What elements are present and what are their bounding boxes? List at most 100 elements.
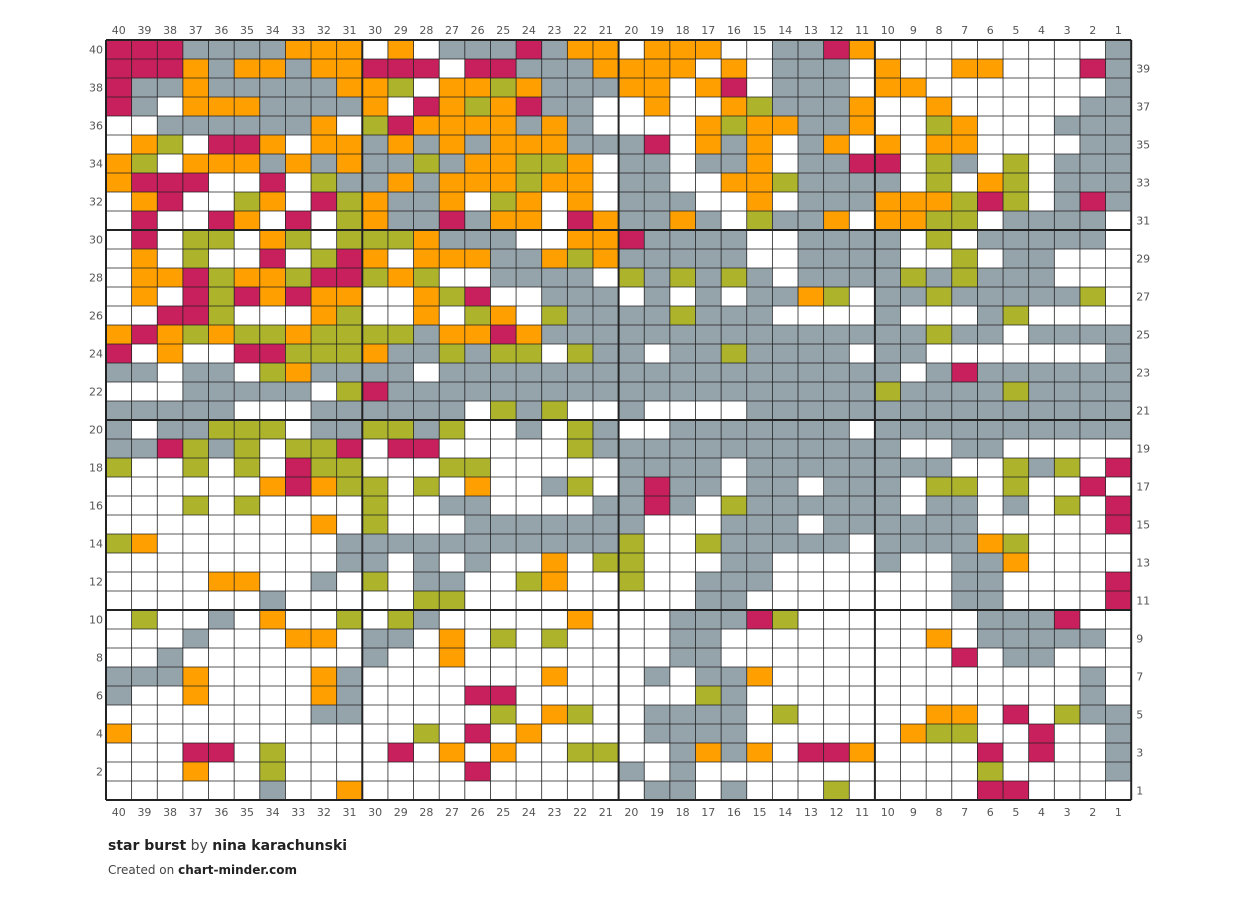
chart-cell: [439, 724, 465, 743]
chart-cell: [1105, 705, 1132, 724]
chart-cell: [413, 534, 440, 553]
chart-cell: [567, 97, 593, 116]
credit-site-link[interactable]: chart-minder.com: [178, 863, 297, 877]
chart-cell: [900, 401, 927, 420]
chart-cell: [772, 743, 799, 762]
chart-cell: [208, 610, 235, 629]
chart-cell: [823, 173, 850, 192]
chart-cell: [874, 78, 901, 97]
chart-cell: [387, 724, 414, 743]
chart-cell: [541, 591, 568, 610]
chart-cell: [131, 705, 158, 724]
chart-cell: [926, 743, 952, 762]
chart-cell: [926, 420, 952, 439]
chart-cell: [285, 553, 312, 572]
chart-cell: [131, 97, 158, 116]
chart-cell: [644, 382, 670, 401]
chart-cell: [746, 249, 773, 268]
chart-cell: [900, 344, 927, 363]
chart-cell: [823, 439, 850, 458]
chart-cell: [234, 667, 260, 686]
chart-cell: [1105, 553, 1132, 572]
chart-cell: [157, 78, 183, 97]
chart-cell: [387, 192, 414, 211]
chart-cell: [1028, 382, 1055, 401]
chart-cell: [798, 344, 824, 363]
chart-cell: [413, 439, 440, 458]
chart-cell: [259, 610, 286, 629]
chart-cell: [106, 192, 132, 211]
chart-cell: [157, 534, 183, 553]
chart-cell: [516, 686, 542, 705]
chart-cell: [567, 610, 593, 629]
chart-cell: [285, 97, 312, 116]
chart-cell: [1105, 344, 1132, 363]
chart-cell: [1054, 724, 1080, 743]
chart-cell: [1079, 724, 1106, 743]
chart-cell: [362, 59, 388, 78]
chart-cell: [900, 724, 927, 743]
row-number-right: 17: [1136, 481, 1150, 494]
chart-cell: [336, 268, 363, 287]
chart-grid-lines: [105, 39, 1133, 801]
chart-cell: [567, 325, 593, 344]
chart-cell: [951, 344, 978, 363]
chart-cell: [926, 97, 952, 116]
column-number-bottom: 38: [163, 806, 177, 819]
chart-cell: [669, 192, 696, 211]
chart-cell: [387, 116, 414, 135]
chart-cell: [234, 173, 260, 192]
chart-cell: [516, 363, 542, 382]
chart-cell: [1079, 40, 1106, 59]
chart-cell: [234, 135, 260, 154]
chart-cell: [106, 610, 132, 629]
chart-cell: [541, 572, 568, 591]
chart-cell: [1003, 363, 1029, 382]
chart-cell: [721, 515, 747, 534]
chart-cell: [208, 629, 235, 648]
chart-cell: [1003, 724, 1029, 743]
chart-cell: [1079, 420, 1106, 439]
chart-cell: [618, 591, 645, 610]
chart-cell: [182, 40, 209, 59]
chart-cell: [567, 192, 593, 211]
chart-cell: [721, 572, 747, 591]
chart-cell: [311, 477, 337, 496]
row-number-left: 4: [96, 728, 103, 741]
chart-cell: [874, 534, 901, 553]
row-number-right: 5: [1136, 709, 1143, 722]
chart-cell: [567, 135, 593, 154]
chart-cell: [772, 667, 799, 686]
chart-cell: [362, 116, 388, 135]
column-number-bottom: 31: [342, 806, 356, 819]
chart-cell: [516, 401, 542, 420]
chart-cell: [311, 458, 337, 477]
chart-cell: [874, 724, 901, 743]
chart-cell: [644, 458, 670, 477]
row-number-left: 38: [89, 82, 103, 95]
chart-cell: [311, 268, 337, 287]
chart-cell: [131, 591, 158, 610]
chart-cell: [541, 762, 568, 781]
chart-cell: [926, 496, 952, 515]
column-number-bottom: 1: [1115, 806, 1122, 819]
chart-cell: [1079, 743, 1106, 762]
chart-cell: [1079, 686, 1106, 705]
chart-cell: [951, 743, 978, 762]
chart-cell: [285, 268, 312, 287]
chart-cell: [644, 401, 670, 420]
chart-cell: [900, 363, 927, 382]
chart-cell: [541, 154, 568, 173]
chart-cell: [387, 572, 414, 591]
chart-cell: [311, 420, 337, 439]
chart-cell: [362, 325, 388, 344]
chart-cell: [644, 515, 670, 534]
column-number-bottom: 27: [445, 806, 459, 819]
chart-cell: [157, 667, 183, 686]
chart-cell: [516, 781, 542, 800]
chart-cell: [157, 59, 183, 78]
chart-cell: [874, 762, 901, 781]
chart-cell: [746, 534, 773, 553]
chart-cell: [1054, 97, 1080, 116]
chart-cell: [464, 192, 491, 211]
